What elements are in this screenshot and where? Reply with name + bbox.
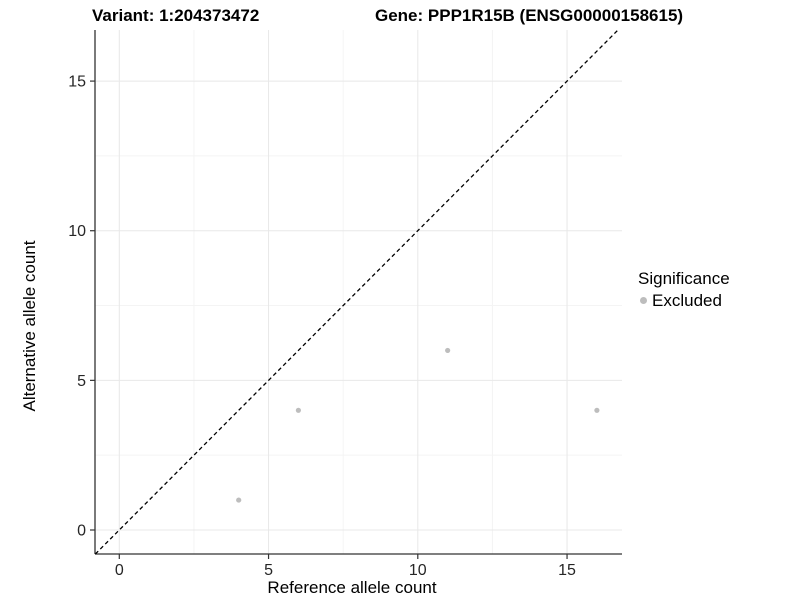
data-point — [594, 407, 600, 413]
x-tick-label: 5 — [264, 562, 273, 579]
plot-title-gene: Gene: PPP1R15B (ENSG00000158615) — [375, 6, 684, 25]
plot-title-variant: Variant: 1:204373472 — [92, 6, 260, 25]
x-axis-title: Reference allele count — [267, 578, 437, 597]
legend-item-label: Excluded — [652, 291, 722, 310]
legend: Significance Excluded — [638, 268, 730, 311]
identity-line — [94, 29, 619, 555]
y-tick-label: 10 — [68, 223, 86, 240]
y-tick-label: 0 — [77, 522, 86, 539]
y-tick-label: 5 — [77, 373, 86, 390]
x-tick-label: 10 — [409, 562, 427, 579]
x-tick-label: 15 — [558, 562, 576, 579]
legend-point-icon — [640, 297, 647, 304]
data-point — [445, 347, 451, 354]
data-point — [295, 407, 301, 413]
legend-item-excluded: Excluded — [640, 290, 730, 311]
legend-title: Significance — [638, 269, 730, 288]
x-tick-label: 0 — [115, 562, 124, 579]
data-point — [236, 497, 242, 503]
y-tick-label: 15 — [68, 74, 86, 91]
y-axis-title: Alternative allele count — [20, 240, 39, 412]
